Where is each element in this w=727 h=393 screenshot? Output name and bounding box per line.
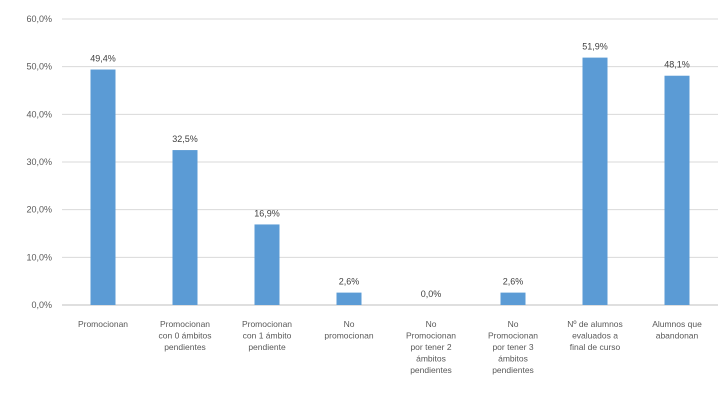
bar bbox=[664, 75, 690, 306]
category-label-line: No bbox=[344, 319, 355, 329]
category-label: Promocionan con 0 ámbitos pendientes bbox=[159, 319, 212, 352]
category-label-line: pendientes bbox=[164, 342, 206, 352]
bar bbox=[254, 224, 280, 305]
y-tick-label: 10,0% bbox=[26, 252, 52, 262]
category-label-line: final de curso bbox=[570, 342, 621, 352]
category-label-line: ámbitos bbox=[416, 354, 446, 364]
data-label: 51,9% bbox=[582, 42, 608, 52]
y-axis-ticks: 0,0% 10,0% 20,0% 30,0% 40,0% 50,0% 60,0% bbox=[26, 14, 52, 310]
category-label-line: Promocionan bbox=[406, 331, 456, 341]
category-label-line: Nº de alumnos bbox=[567, 319, 623, 329]
category-label-line: Alumnos que bbox=[652, 319, 702, 329]
category-label-line: Promocionan bbox=[78, 319, 128, 329]
data-label: 2,6% bbox=[503, 277, 524, 287]
category-label-line: promocionan bbox=[324, 331, 373, 341]
data-label: 0,0% bbox=[421, 289, 442, 299]
category-label: Nº de alumnos evaluados a final de curso bbox=[567, 319, 623, 352]
category-label-line: Promocionan bbox=[242, 319, 292, 329]
category-label: No Promocionan por tener 2 ámbitos pendiente… bbox=[406, 319, 456, 375]
data-label: 48,1% bbox=[664, 60, 690, 70]
category-label-line: por tener 2 bbox=[410, 342, 451, 352]
category-label-line: abandonan bbox=[656, 331, 699, 341]
data-labels: 49,4% 32,5% 16,9% 2,6% 0,0% 2,6% 51,9% 48,1% bbox=[90, 42, 690, 299]
bar bbox=[336, 292, 362, 305]
category-label-line: por tener 3 bbox=[492, 342, 533, 352]
category-label-line: Promocionan bbox=[488, 331, 538, 341]
category-label: No Promocionan por tener 3 ámbitos pendiente… bbox=[488, 319, 538, 375]
category-label-line: No bbox=[508, 319, 519, 329]
category-label-line: No bbox=[426, 319, 437, 329]
category-label-line: pendientes bbox=[492, 365, 534, 375]
y-tick-label: 20,0% bbox=[26, 205, 52, 215]
bar bbox=[582, 57, 608, 305]
y-tick-label: 30,0% bbox=[26, 157, 52, 167]
grid-layer bbox=[62, 18, 718, 306]
category-label: No promocionan bbox=[324, 319, 373, 341]
category-label: Promocionan bbox=[78, 319, 128, 329]
bars bbox=[90, 57, 690, 306]
category-labels: Promocionan Promocionan con 0 ámbitos pendi… bbox=[78, 319, 702, 375]
bar bbox=[90, 69, 116, 305]
bar bbox=[172, 150, 198, 305]
data-label: 16,9% bbox=[254, 208, 280, 218]
category-label-line: Promocionan bbox=[160, 319, 210, 329]
category-label-line: pendiente bbox=[248, 342, 286, 352]
y-tick-label: 50,0% bbox=[26, 62, 52, 72]
bar bbox=[500, 292, 526, 305]
category-label-line: pendientes bbox=[410, 365, 452, 375]
category-label-line: evaluados a bbox=[572, 331, 618, 341]
y-tick-label: 60,0% bbox=[26, 14, 52, 24]
category-label-line: con 1 ámbito bbox=[243, 331, 292, 341]
data-label: 49,4% bbox=[90, 54, 116, 64]
category-label-line: ámbitos bbox=[498, 354, 528, 364]
category-label: Promocionan con 1 ámbito pendiente bbox=[242, 319, 292, 352]
y-tick-label: 40,0% bbox=[26, 109, 52, 119]
y-tick-label: 0,0% bbox=[31, 300, 52, 310]
data-label: 2,6% bbox=[339, 277, 360, 287]
category-label-line: con 0 ámbitos bbox=[159, 331, 212, 341]
category-label: Alumnos que abandonan bbox=[652, 319, 702, 341]
data-label: 32,5% bbox=[172, 134, 198, 144]
